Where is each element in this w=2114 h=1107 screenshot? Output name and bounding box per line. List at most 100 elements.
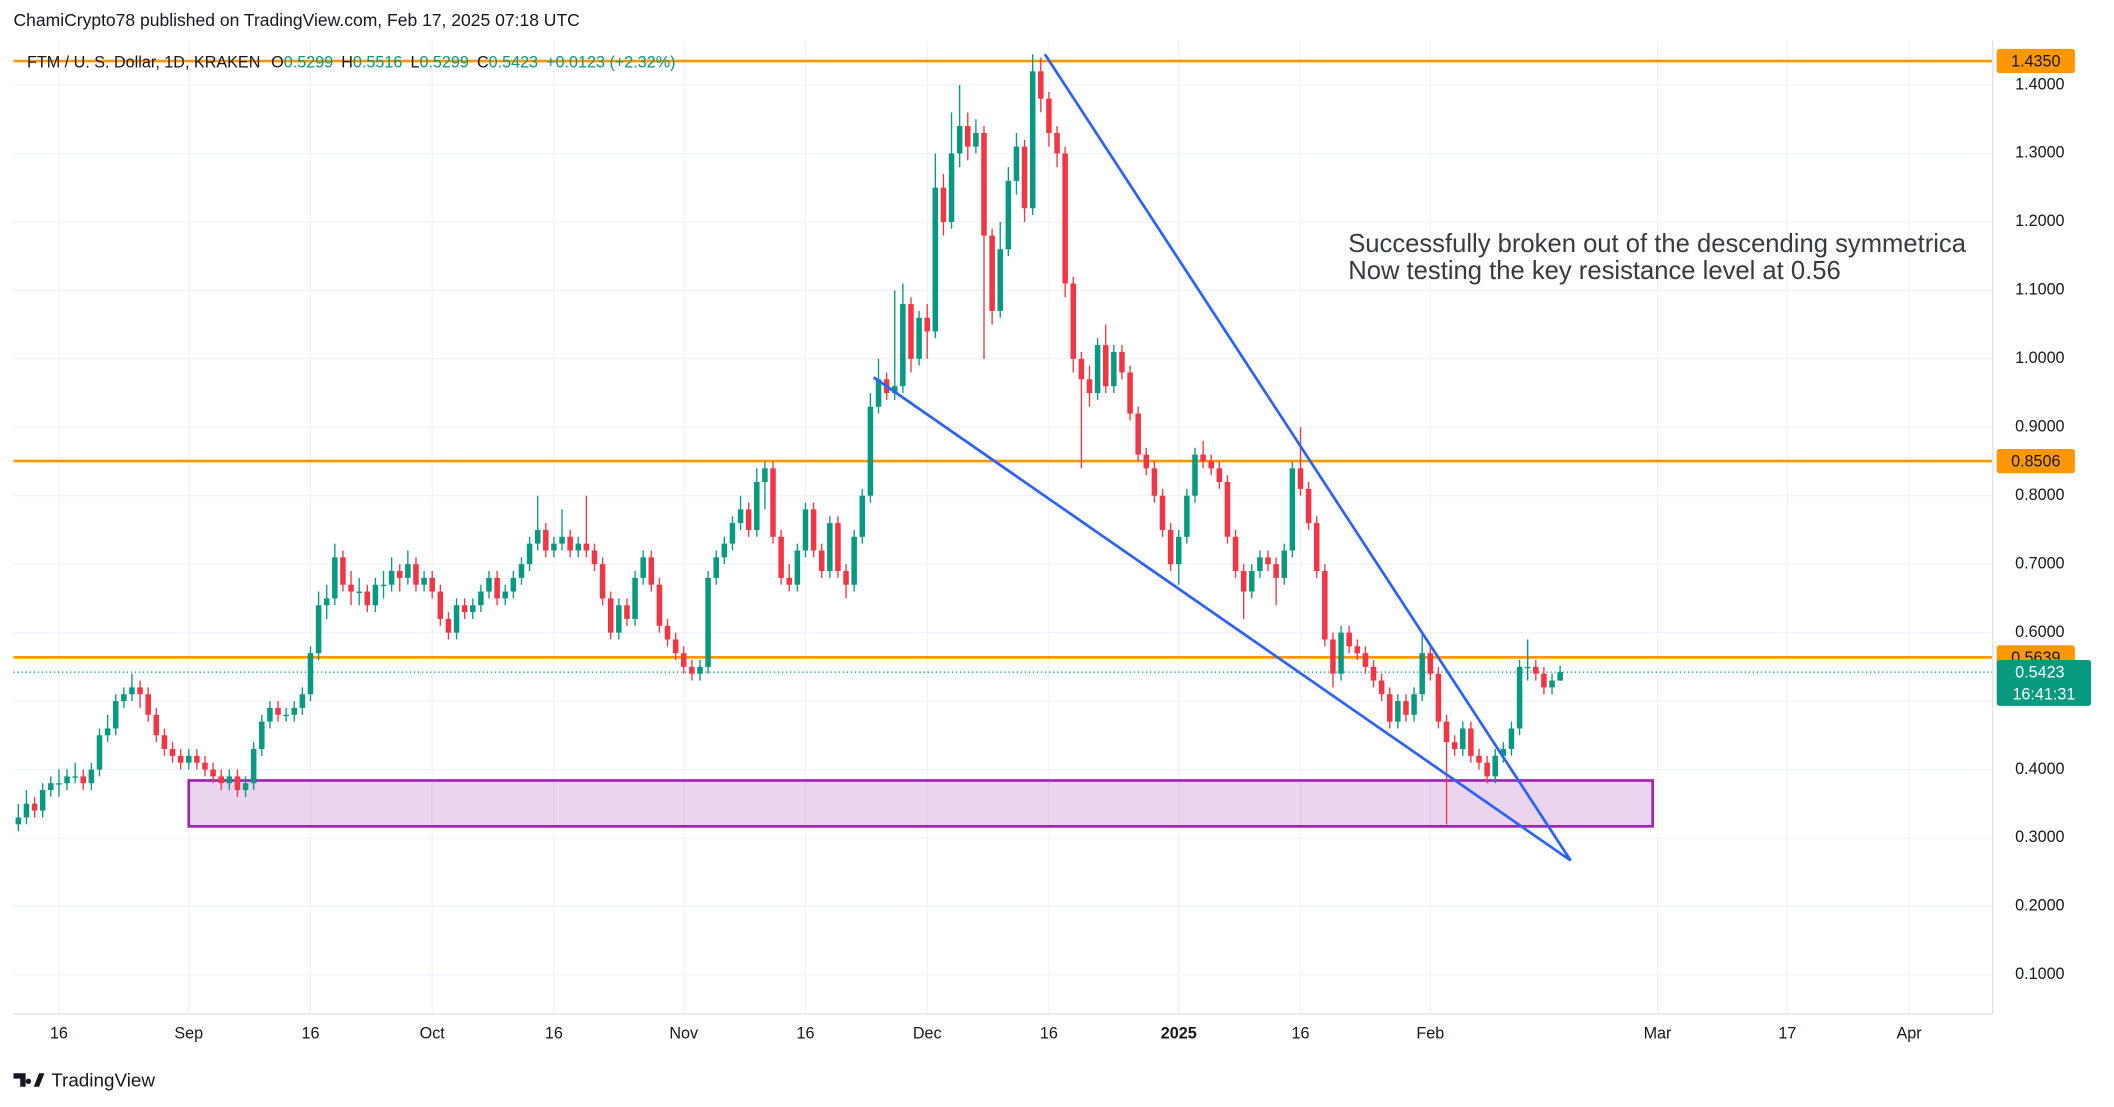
candle-body — [1354, 646, 1361, 654]
candle-body — [1289, 468, 1296, 551]
level-price-tag — [1996, 448, 2075, 474]
candle-body — [453, 605, 460, 633]
candle-body — [96, 735, 103, 770]
y-tick-label: 1.2000 — [2015, 212, 2064, 230]
candle-body — [1192, 454, 1198, 496]
candle-body — [762, 468, 768, 483]
level-price-tag — [1996, 48, 2075, 74]
candle-body — [656, 584, 663, 626]
x-tick-label: Sep — [174, 1024, 203, 1042]
y-tick-label: 1.1000 — [2015, 281, 2064, 299]
candle-body — [526, 543, 533, 565]
candle-body — [591, 550, 598, 565]
candle-body — [380, 584, 387, 587]
candle-body — [104, 728, 111, 736]
candle-body — [1054, 132, 1060, 154]
candle-body — [1232, 536, 1239, 572]
candle-body — [534, 529, 541, 544]
y-tick-label: 0.9000 — [2015, 418, 2064, 436]
candle-body — [843, 571, 849, 585]
candle-body — [729, 523, 736, 544]
candle-body — [965, 126, 971, 147]
candle-body — [218, 776, 224, 784]
candle-body — [1476, 755, 1482, 763]
candle-body — [177, 755, 184, 763]
candle-body — [818, 550, 825, 572]
candle-body — [973, 132, 979, 147]
x-tick-label: Feb — [1416, 1024, 1444, 1042]
x-tick-label: 16 — [1040, 1024, 1058, 1042]
candle-body — [1313, 523, 1320, 572]
x-tick-label: Apr — [1897, 1024, 1923, 1042]
candle-body — [1378, 680, 1385, 695]
ohlc-key: C — [477, 54, 489, 72]
last-price-label: 0.5423 — [2015, 664, 2064, 682]
candle-body — [640, 557, 646, 578]
x-tick-label: 16 — [301, 1024, 319, 1042]
axes: 0.10000.20000.30000.40000.50000.60000.70… — [50, 48, 2092, 1042]
x-tick-label: 16 — [545, 1024, 563, 1042]
candle-body — [575, 543, 582, 551]
candle-body — [1224, 482, 1231, 537]
candle-body — [510, 577, 517, 592]
candle-body — [137, 687, 143, 695]
candle-body — [80, 776, 87, 784]
x-tick-label: Dec — [913, 1024, 942, 1042]
candle-body — [1468, 728, 1474, 756]
candle-body — [891, 386, 898, 394]
candle-body — [23, 803, 30, 818]
candle-body — [429, 577, 435, 592]
candle-body — [1086, 379, 1093, 394]
candle-body — [1013, 146, 1020, 181]
candle-body — [1524, 666, 1531, 669]
candle-body — [1451, 742, 1458, 749]
candle-body — [989, 235, 995, 311]
y-tick-label: 0.4000 — [2015, 760, 2064, 778]
candle-body — [859, 495, 866, 537]
candle-body — [932, 187, 939, 332]
candle-body — [291, 707, 298, 715]
candle-body — [1362, 653, 1369, 667]
candle-body — [39, 790, 46, 811]
x-tick-label: 16 — [50, 1024, 68, 1042]
candle-body — [1184, 495, 1190, 537]
plot-area: Successfully broken out of the descendin… — [13, 53, 1993, 862]
y-tick-label: 0.3000 — [2015, 828, 2064, 846]
candle-body — [1508, 728, 1515, 749]
candle-body — [997, 249, 1003, 311]
candle-body — [567, 536, 573, 551]
candle-body — [518, 564, 525, 578]
candle-body — [1403, 701, 1409, 715]
candle-body — [64, 776, 70, 784]
candle-body — [956, 126, 963, 154]
candle-body — [778, 536, 784, 578]
x-tick-label: Mar — [1644, 1024, 1672, 1042]
y-tick-label: 0.7000 — [2015, 554, 2064, 572]
candle-body — [470, 605, 476, 613]
candle-body — [242, 783, 249, 791]
candle-body — [697, 666, 703, 674]
candle-body — [56, 783, 62, 785]
candle-body — [648, 557, 655, 585]
candle-body — [1159, 495, 1166, 530]
candle-body — [1427, 653, 1434, 674]
candle-body — [121, 694, 127, 702]
candle-body — [1078, 358, 1085, 380]
candle-body — [1038, 71, 1044, 99]
candle-body — [559, 536, 565, 544]
candle-body — [551, 543, 557, 551]
candle-body — [421, 577, 427, 585]
candle-body — [705, 577, 711, 667]
candle-body — [1143, 454, 1150, 469]
candle-body — [1240, 571, 1247, 592]
trendline — [872, 376, 1572, 862]
candle-body — [599, 564, 606, 599]
candle-body — [924, 317, 930, 332]
candle-body — [1305, 488, 1312, 524]
candle-body — [835, 523, 841, 572]
candle-body — [1046, 98, 1052, 133]
candle-body — [348, 584, 354, 592]
candle-body — [15, 817, 22, 825]
candle-body — [405, 564, 411, 578]
